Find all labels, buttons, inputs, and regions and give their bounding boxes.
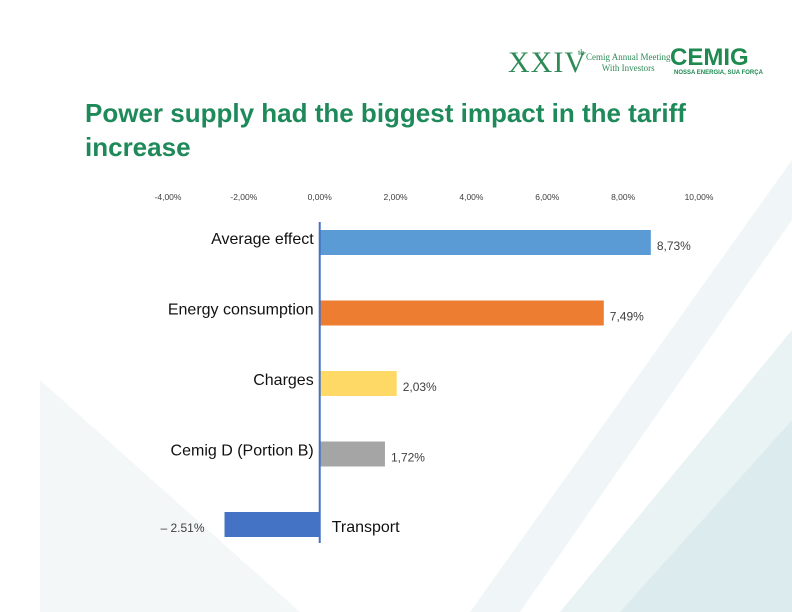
x-tick-label: 8,00% [611, 192, 636, 202]
meeting-line2: With Investors [601, 63, 655, 73]
x-tick-label: 2,00% [384, 192, 409, 202]
bar [224, 512, 320, 537]
x-tick-label: 0,00% [308, 192, 333, 202]
data-label: 8,73% [657, 239, 691, 253]
category-label: Energy consumption [168, 302, 314, 319]
meeting-line1: Cemig Annual Meeting [586, 52, 671, 62]
bar [319, 441, 385, 467]
cemig-tagline: NOSSA ENERGIA, SUA FORÇA [674, 70, 763, 76]
category-label: Cemig D (Portion B) [171, 443, 314, 460]
category-label: Charges [253, 372, 313, 389]
data-label: – 2.51% [160, 521, 204, 535]
bar [319, 230, 651, 255]
meeting-label: Cemig Annual Meeting With Investors [586, 52, 671, 74]
x-tick-label: 10,00% [685, 192, 714, 202]
data-label: 7,49% [610, 310, 644, 324]
edition-label: XXIV [508, 46, 587, 79]
edition-sup: th [578, 48, 585, 57]
x-tick-label: 4,00% [459, 192, 484, 202]
bar [319, 371, 397, 396]
bar [319, 300, 604, 326]
category-label: Average effect [211, 231, 314, 248]
x-tick-label: 6,00% [535, 192, 560, 202]
x-tick-label: -4,00% [155, 192, 182, 202]
header-logo: XXIV th Cemig Annual Meeting With Invest… [508, 40, 778, 80]
data-label: 1,72% [391, 451, 425, 465]
data-label: 2,03% [403, 380, 437, 394]
cemig-logo: CEMIG [670, 44, 749, 71]
page-title: Power supply had the biggest impact in t… [85, 98, 686, 162]
category-label: Transport [332, 519, 400, 536]
x-tick-label: -2,00% [230, 192, 257, 202]
